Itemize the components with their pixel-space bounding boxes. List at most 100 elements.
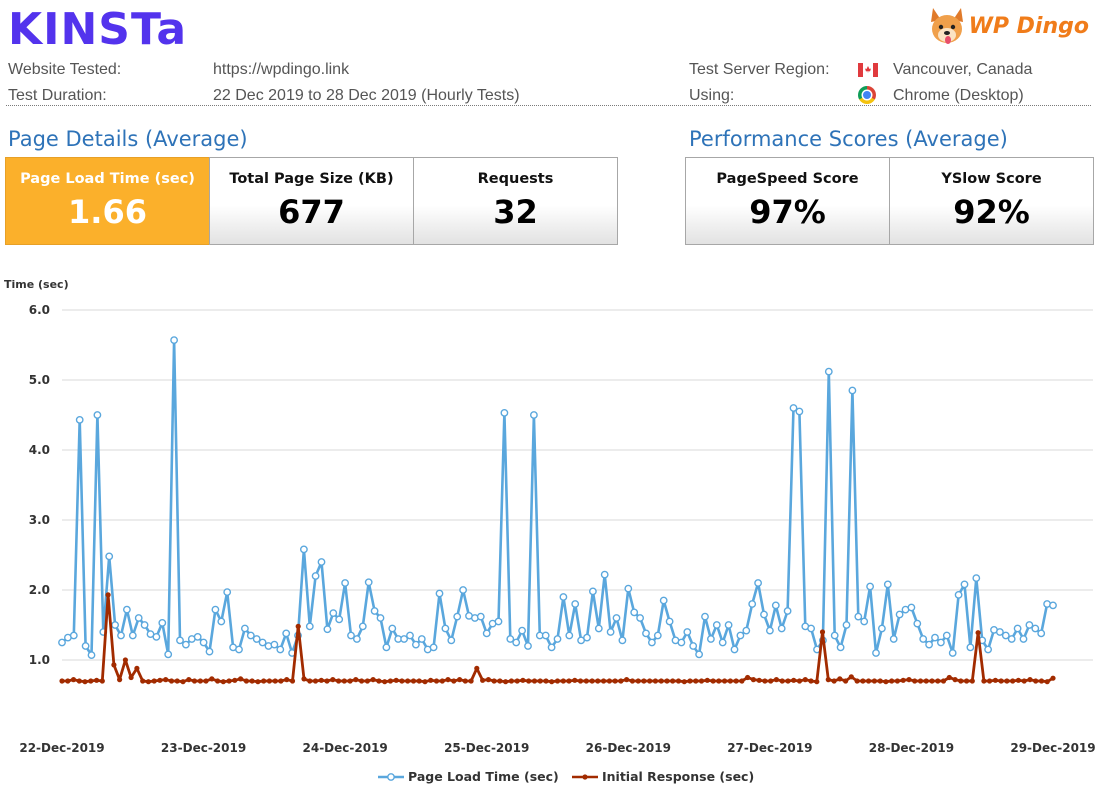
page-load-point — [1019, 635, 1028, 643]
initial-response-point — [566, 678, 572, 684]
page-load-point — [311, 572, 320, 580]
page-load-point — [506, 635, 515, 643]
initial-response-point — [94, 677, 100, 683]
page-load-point — [134, 614, 143, 622]
initial-response-point — [307, 678, 313, 684]
page-load-point — [760, 610, 768, 619]
page-load-point — [494, 617, 503, 626]
duration-value: 22 Dec 2019 to 28 Dec 2019 (Hourly Tests… — [213, 87, 520, 104]
page-load-point — [795, 407, 804, 416]
initial-response-point — [785, 678, 791, 684]
page-load-point — [683, 628, 692, 636]
initial-response-point — [543, 678, 549, 684]
page-load-point — [583, 633, 591, 642]
initial-response-point — [549, 679, 555, 685]
page-load-point — [282, 629, 291, 638]
page-load-point — [937, 638, 945, 647]
legend-marker — [387, 773, 395, 781]
initial-response-point — [802, 677, 808, 683]
page-load-point — [1031, 624, 1040, 633]
wpdingo-brand: WP Dingo — [927, 4, 1089, 48]
initial-response-point — [416, 678, 422, 684]
page-load-point — [128, 631, 137, 640]
initial-response-point — [341, 678, 347, 684]
y-tick-label: 1.0 — [29, 653, 50, 667]
page-load-point — [429, 643, 438, 652]
page-load-point — [211, 605, 220, 614]
using-label: Using: — [689, 87, 735, 104]
page-details-title: Page Details (Average) — [8, 127, 248, 151]
page-load-point — [500, 408, 509, 417]
initial-response-point — [889, 678, 895, 684]
initial-response-point — [1050, 675, 1056, 681]
page-load-point — [866, 582, 874, 591]
initial-response-point — [762, 678, 768, 684]
page-load-point — [736, 631, 745, 640]
x-tick-label: 29-Dec-2019 — [1010, 741, 1095, 755]
initial-response-point — [860, 678, 866, 684]
page-load-point — [571, 600, 580, 608]
initial-response-point — [457, 677, 463, 683]
initial-response-point — [906, 677, 912, 683]
page-load-point — [854, 612, 863, 621]
initial-response-point — [266, 678, 272, 684]
page-load-point — [140, 621, 149, 629]
y-tick-label: 3.0 — [29, 513, 50, 527]
legend-label: Page Load Time (sec) — [408, 769, 559, 784]
page-load-point — [883, 580, 892, 589]
initial-response-point — [635, 678, 641, 684]
page-size-card: Total Page Size (KB) 677 — [209, 157, 414, 245]
initial-response-point — [88, 678, 94, 684]
initial-response-point — [768, 678, 774, 684]
initial-response-point — [70, 677, 77, 683]
initial-response-point — [935, 678, 941, 684]
initial-response-point — [750, 677, 757, 683]
initial-response-point — [652, 678, 659, 684]
initial-response-point — [318, 677, 324, 683]
page-load-point — [931, 633, 939, 642]
initial-response-point — [998, 678, 1004, 684]
initial-response-point — [1015, 677, 1022, 683]
x-tick-label: 23-Dec-2019 — [161, 741, 246, 755]
initial-response-point — [1038, 678, 1045, 684]
initial-response-point — [468, 678, 474, 684]
page-load-point — [123, 605, 131, 614]
page-load-point — [512, 638, 521, 647]
page-load-point — [58, 638, 66, 647]
page-load-point — [624, 584, 633, 593]
page-load-point — [217, 617, 226, 626]
page-load-point — [742, 626, 751, 635]
website-label: Website Tested: — [8, 61, 122, 78]
initial-response-point — [825, 677, 831, 683]
initial-response-point — [912, 678, 918, 684]
page-load-point — [860, 617, 869, 626]
initial-response-point — [370, 677, 376, 683]
page-load-point — [240, 624, 249, 633]
initial-response-point — [583, 678, 589, 684]
canada-flag-icon — [858, 60, 878, 80]
y-tick-label: 5.0 — [29, 373, 50, 387]
legend-marker — [582, 774, 588, 780]
page-load-point — [695, 650, 703, 659]
initial-response-point — [336, 678, 342, 684]
page-load-point — [913, 619, 922, 628]
initial-response-point — [203, 678, 209, 684]
page-load-point — [376, 614, 385, 622]
initial-response-point — [485, 677, 491, 683]
page-load-point — [707, 635, 715, 643]
page-load-point — [447, 636, 456, 645]
initial-response-point — [514, 678, 520, 684]
page-load-point — [1007, 635, 1016, 643]
page-load-point — [170, 336, 179, 345]
page-load-point — [524, 642, 532, 650]
page-load-time-card: Page Load Time (sec) 1.66 — [5, 157, 210, 245]
page-load-point — [1037, 629, 1046, 638]
initial-response-point — [589, 678, 595, 684]
page-load-point — [453, 612, 462, 621]
page-load-point — [565, 631, 574, 640]
page-load-point — [411, 640, 420, 649]
page-load-point — [777, 624, 786, 633]
page-load-point — [347, 631, 355, 640]
initial-response-point — [140, 678, 146, 684]
initial-response-point — [284, 677, 290, 683]
